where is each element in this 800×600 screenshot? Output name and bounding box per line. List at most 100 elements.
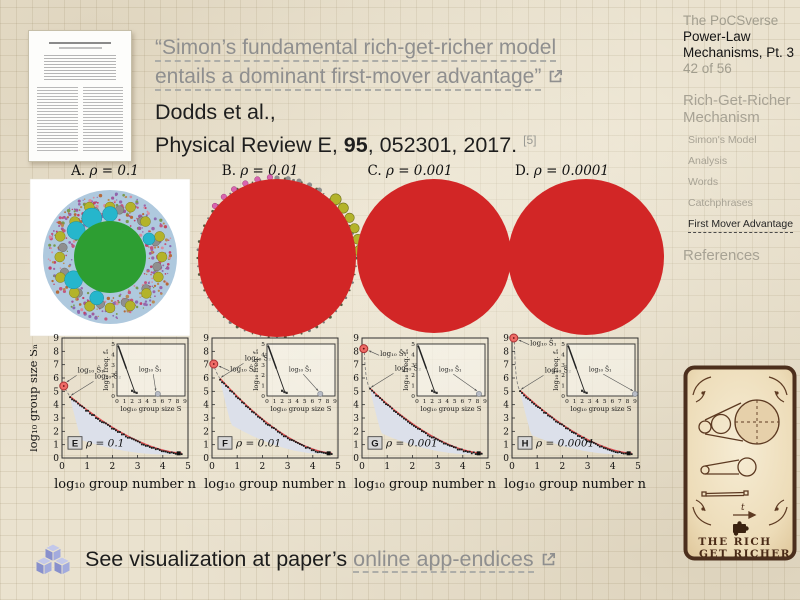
svg-text:2: 2 (561, 373, 565, 379)
citation-ref-marker[interactable]: [5] (523, 133, 537, 147)
svg-text:5: 5 (335, 462, 341, 472)
inset-y-label: log₁₀ freq. fₛ (102, 349, 110, 391)
svg-text:2: 2 (130, 399, 134, 405)
svg-text:9: 9 (483, 399, 487, 405)
sidebar-item-simons-model[interactable]: Simon's Model (688, 134, 757, 146)
svg-text:4: 4 (160, 462, 166, 472)
packing-rho-A: ρ = 0.1 (89, 163, 139, 179)
packing-B (196, 174, 366, 339)
svg-text:5: 5 (353, 387, 359, 397)
svg-text:log₁₀ Ŝ₁: log₁₀ Ŝ₁ (439, 366, 462, 374)
sidebar-section-references[interactable]: References (683, 247, 760, 264)
svg-text:0: 0 (203, 454, 209, 464)
svg-text:1: 1 (423, 399, 427, 405)
svg-text:log₁₀ Ŝ₂: log₁₀ Ŝ₂ (395, 364, 422, 373)
panel-rho-label: ρ = 0.01 (235, 438, 281, 450)
ensemble-cloud (370, 387, 482, 455)
panel-letter: H (522, 438, 529, 449)
inset-first-mover-dot (154, 390, 161, 397)
sidebar-section-rich-get-richer[interactable]: Rich-Get-Richer Mechanism (683, 92, 791, 126)
x-axis-label: log₁₀ group number n (204, 477, 346, 492)
svg-text:6: 6 (53, 374, 59, 384)
svg-text:5: 5 (453, 399, 457, 405)
card-time-label: t (741, 503, 745, 513)
svg-text:4: 4 (411, 352, 415, 358)
packing-rho-C: ρ = 0.001 (385, 163, 453, 179)
svg-text:8: 8 (476, 399, 480, 405)
svg-text:1: 1 (123, 399, 127, 405)
citation-journal-name: Physical Review E, (155, 133, 344, 158)
svg-text:3: 3 (503, 414, 509, 424)
svg-text:8: 8 (353, 347, 359, 357)
svg-text:4: 4 (261, 352, 265, 358)
svg-text:1: 1 (53, 441, 59, 451)
card-caption-line2: GET RICHER (699, 548, 791, 560)
svg-text:2: 2 (280, 399, 284, 405)
thumb-column-left (37, 87, 78, 151)
ensemble-cloud (220, 377, 332, 455)
svg-text:1: 1 (353, 441, 359, 451)
svg-text:1: 1 (534, 462, 540, 472)
packing-letter-B: B. (221, 163, 237, 179)
svg-text:2: 2 (53, 427, 59, 437)
svg-text:9: 9 (353, 334, 359, 344)
svg-text:7: 7 (353, 361, 359, 371)
sidebar-item-catchphrases[interactable]: Catchphrases (688, 197, 753, 209)
svg-text:8: 8 (53, 347, 59, 357)
quote-line-2: entails a dominant first-mover advantage… (155, 65, 542, 91)
svg-text:log₁₀ Ŝ₁: log₁₀ Ŝ₁ (230, 364, 257, 373)
thumb-column-right (82, 87, 123, 151)
svg-text:5: 5 (53, 387, 59, 397)
svg-text:6: 6 (610, 399, 614, 405)
svg-text:7: 7 (503, 361, 509, 371)
svg-text:5: 5 (561, 342, 565, 348)
svg-text:7: 7 (203, 361, 209, 371)
footer-external-link-icon (542, 552, 555, 566)
svg-text:0: 0 (115, 399, 119, 405)
svg-text:0: 0 (353, 454, 359, 464)
svg-text:4: 4 (503, 401, 509, 411)
svg-text:4: 4 (561, 352, 565, 358)
app-endices-link[interactable]: online app-endices (353, 547, 534, 573)
inset-x-label: log₁₀ group size S (271, 405, 332, 413)
svg-text:1: 1 (573, 399, 577, 405)
svg-text:3: 3 (353, 414, 359, 424)
svg-text:0: 0 (415, 399, 419, 405)
sidebar-item-first-mover-advantage[interactable]: First Mover Advantage (688, 218, 794, 233)
panel-letter: E (72, 438, 78, 449)
paper-thumbnail[interactable] (28, 30, 132, 162)
packing-letter-A: A. (71, 163, 86, 179)
inset-x-label: log₁₀ group size S (421, 405, 482, 413)
panel-tag-box (217, 436, 233, 450)
svg-text:6: 6 (503, 374, 509, 384)
svg-text:1: 1 (203, 441, 209, 451)
svg-text:3: 3 (135, 462, 141, 472)
quote-line-1: “Simon’s fundamental rich-get-richer mod… (155, 36, 557, 62)
x-axis-label: log₁₀ group number n (504, 477, 646, 492)
sidebar-item-analysis[interactable]: Analysis (688, 155, 728, 167)
svg-text:7: 7 (168, 399, 172, 405)
thumb-abstract-block (43, 55, 117, 81)
svg-text:2: 2 (560, 462, 566, 472)
svg-text:2: 2 (580, 399, 584, 405)
svg-text:5: 5 (153, 399, 157, 405)
svg-text:5: 5 (261, 342, 265, 348)
svg-text:0: 0 (359, 462, 365, 472)
series-title: The PoCSverse (683, 13, 779, 28)
svg-text:1: 1 (411, 384, 415, 390)
svg-text:1: 1 (384, 462, 390, 472)
svg-text:2: 2 (430, 399, 434, 405)
panel-tag-box (517, 436, 533, 450)
svg-text:3: 3 (261, 363, 265, 369)
svg-text:4: 4 (445, 399, 449, 405)
packing-label-B: B. ρ = 0.01 (180, 163, 340, 179)
svg-text:8: 8 (176, 399, 180, 405)
inset-first-mover-dot (632, 390, 638, 397)
panel-tag-box (367, 436, 383, 450)
cubes-icon (35, 543, 71, 576)
svg-text:9: 9 (503, 334, 509, 344)
paper-title-link[interactable]: “Simon’s fundamental rich-get-richer mod… (155, 33, 685, 91)
sidebar-item-words[interactable]: Words (688, 176, 719, 188)
